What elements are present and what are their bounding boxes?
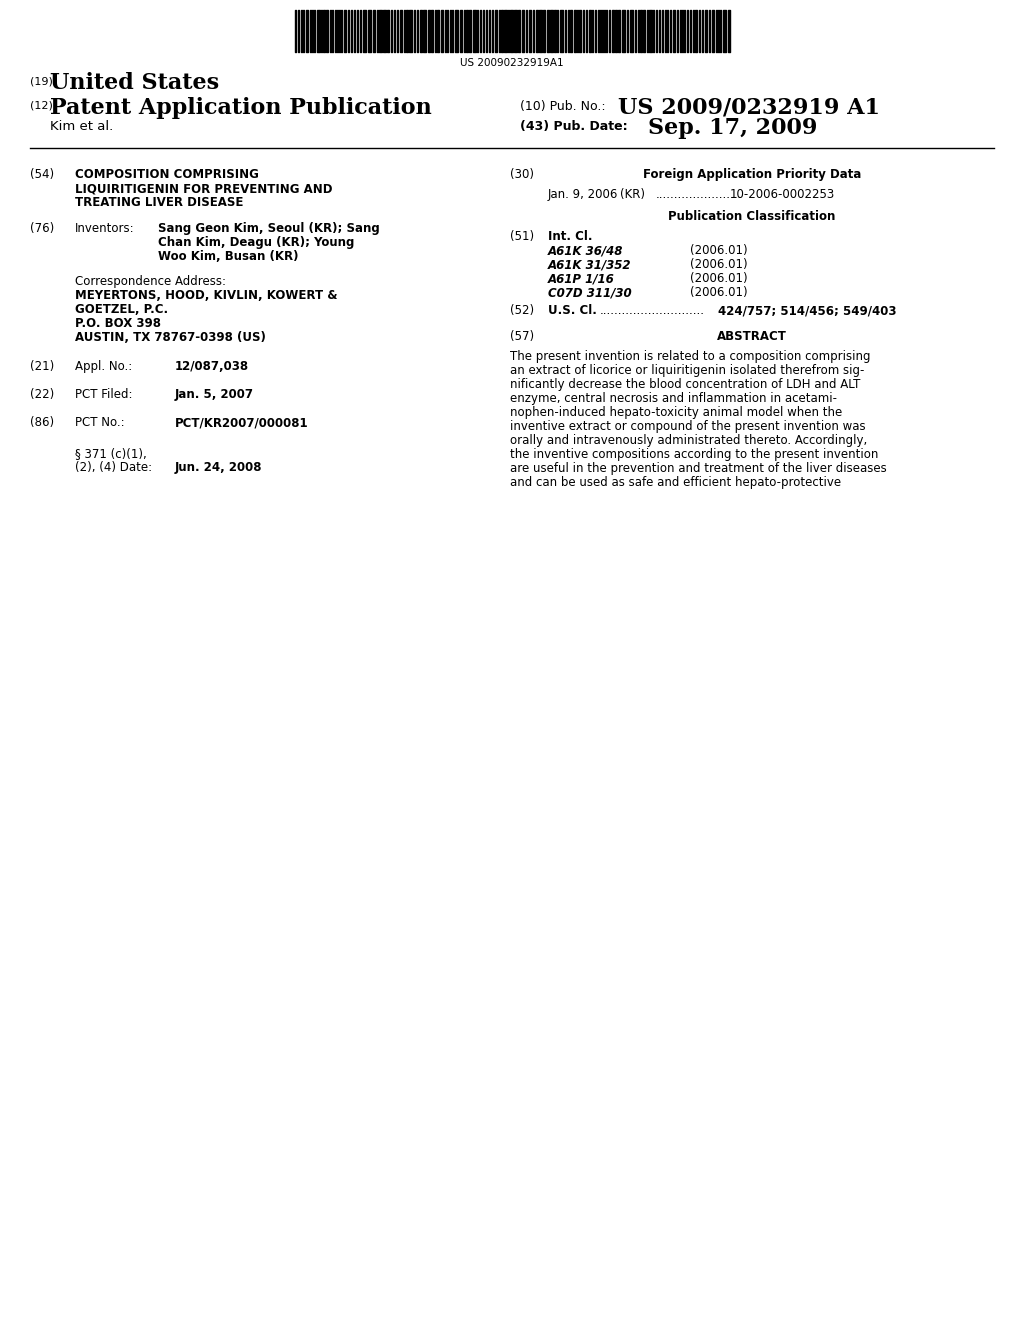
Text: inventive extract or compound of the present invention was: inventive extract or compound of the pre… (510, 420, 865, 433)
Text: C07D 311/30: C07D 311/30 (548, 286, 632, 300)
Text: P.O. BOX 398: P.O. BOX 398 (75, 317, 161, 330)
Text: Patent Application Publication: Patent Application Publication (50, 96, 432, 119)
Text: United States: United States (50, 73, 219, 94)
Text: and can be used as safe and efficient hepato-protective: and can be used as safe and efficient he… (510, 477, 841, 488)
Text: PCT No.:: PCT No.: (75, 416, 125, 429)
Text: (52): (52) (510, 304, 535, 317)
Text: orally and intravenously administrated thereto. Accordingly,: orally and intravenously administrated t… (510, 434, 867, 447)
Text: .......................: ....................... (656, 187, 742, 201)
Text: (76): (76) (30, 222, 54, 235)
Text: Appl. No.:: Appl. No.: (75, 360, 132, 374)
Text: nificantly decrease the blood concentration of LDH and ALT: nificantly decrease the blood concentrat… (510, 378, 860, 391)
Text: GOETZEL, P.C.: GOETZEL, P.C. (75, 304, 168, 315)
Text: (19): (19) (30, 77, 53, 86)
Text: Sep. 17, 2009: Sep. 17, 2009 (648, 117, 817, 139)
Text: The present invention is related to a composition comprising: The present invention is related to a co… (510, 350, 870, 363)
Text: Sang Geon Kim, Seoul (KR); Sang: Sang Geon Kim, Seoul (KR); Sang (158, 222, 380, 235)
Text: ABSTRACT: ABSTRACT (717, 330, 786, 343)
Text: 12/087,038: 12/087,038 (175, 360, 249, 374)
Text: (54): (54) (30, 168, 54, 181)
Text: (57): (57) (510, 330, 535, 343)
Text: LIQUIRITIGENIN FOR PREVENTING AND: LIQUIRITIGENIN FOR PREVENTING AND (75, 182, 333, 195)
Text: (2006.01): (2006.01) (690, 272, 748, 285)
Text: ............................: ............................ (600, 304, 705, 317)
Text: (2006.01): (2006.01) (690, 257, 748, 271)
Text: (22): (22) (30, 388, 54, 401)
Text: are useful in the prevention and treatment of the liver diseases: are useful in the prevention and treatme… (510, 462, 887, 475)
Text: Correspondence Address:: Correspondence Address: (75, 275, 226, 288)
Text: Int. Cl.: Int. Cl. (548, 230, 593, 243)
Text: Chan Kim, Deagu (KR); Young: Chan Kim, Deagu (KR); Young (158, 236, 354, 249)
Text: (51): (51) (510, 230, 535, 243)
Text: US 20090232919A1: US 20090232919A1 (460, 58, 564, 69)
Text: Woo Kim, Busan (KR): Woo Kim, Busan (KR) (158, 249, 299, 263)
Text: (30): (30) (510, 168, 534, 181)
Text: PCT Filed:: PCT Filed: (75, 388, 132, 401)
Text: A61P 1/16: A61P 1/16 (548, 272, 614, 285)
Text: (KR): (KR) (620, 187, 645, 201)
Text: 10-2006-0002253: 10-2006-0002253 (730, 187, 836, 201)
Text: (43) Pub. Date:: (43) Pub. Date: (520, 120, 628, 133)
Text: Jun. 24, 2008: Jun. 24, 2008 (175, 461, 262, 474)
Text: (2), (4) Date:: (2), (4) Date: (75, 461, 153, 474)
Text: Jan. 9, 2006: Jan. 9, 2006 (548, 187, 618, 201)
Text: Publication Classification: Publication Classification (669, 210, 836, 223)
Text: 424/757; 514/456; 549/403: 424/757; 514/456; 549/403 (718, 304, 896, 317)
Text: COMPOSITION COMPRISING: COMPOSITION COMPRISING (75, 168, 259, 181)
Text: US 2009/0232919 A1: US 2009/0232919 A1 (618, 96, 880, 119)
Text: (2006.01): (2006.01) (690, 244, 748, 257)
Text: (2006.01): (2006.01) (690, 286, 748, 300)
Text: (10) Pub. No.:: (10) Pub. No.: (520, 100, 605, 114)
Text: U.S. Cl.: U.S. Cl. (548, 304, 597, 317)
Text: Inventors:: Inventors: (75, 222, 134, 235)
Text: § 371 (c)(1),: § 371 (c)(1), (75, 447, 146, 459)
Text: AUSTIN, TX 78767-0398 (US): AUSTIN, TX 78767-0398 (US) (75, 331, 266, 345)
Text: TREATING LIVER DISEASE: TREATING LIVER DISEASE (75, 195, 244, 209)
Text: A61K 36/48: A61K 36/48 (548, 244, 624, 257)
Text: (12): (12) (30, 100, 53, 110)
Text: enzyme, central necrosis and inflammation in acetami-: enzyme, central necrosis and inflammatio… (510, 392, 837, 405)
Text: MEYERTONS, HOOD, KIVLIN, KOWERT &: MEYERTONS, HOOD, KIVLIN, KOWERT & (75, 289, 338, 302)
Text: Jan. 5, 2007: Jan. 5, 2007 (175, 388, 254, 401)
Text: Kim et al.: Kim et al. (50, 120, 114, 133)
Text: (86): (86) (30, 416, 54, 429)
Text: PCT/KR2007/000081: PCT/KR2007/000081 (175, 416, 308, 429)
Text: the inventive compositions according to the present invention: the inventive compositions according to … (510, 447, 879, 461)
Text: nophen-induced hepato-toxicity animal model when the: nophen-induced hepato-toxicity animal mo… (510, 407, 843, 418)
Text: an extract of licorice or liquiritigenin isolated therefrom sig-: an extract of licorice or liquiritigenin… (510, 364, 864, 378)
Text: A61K 31/352: A61K 31/352 (548, 257, 632, 271)
Text: Foreign Application Priority Data: Foreign Application Priority Data (643, 168, 861, 181)
Text: (21): (21) (30, 360, 54, 374)
